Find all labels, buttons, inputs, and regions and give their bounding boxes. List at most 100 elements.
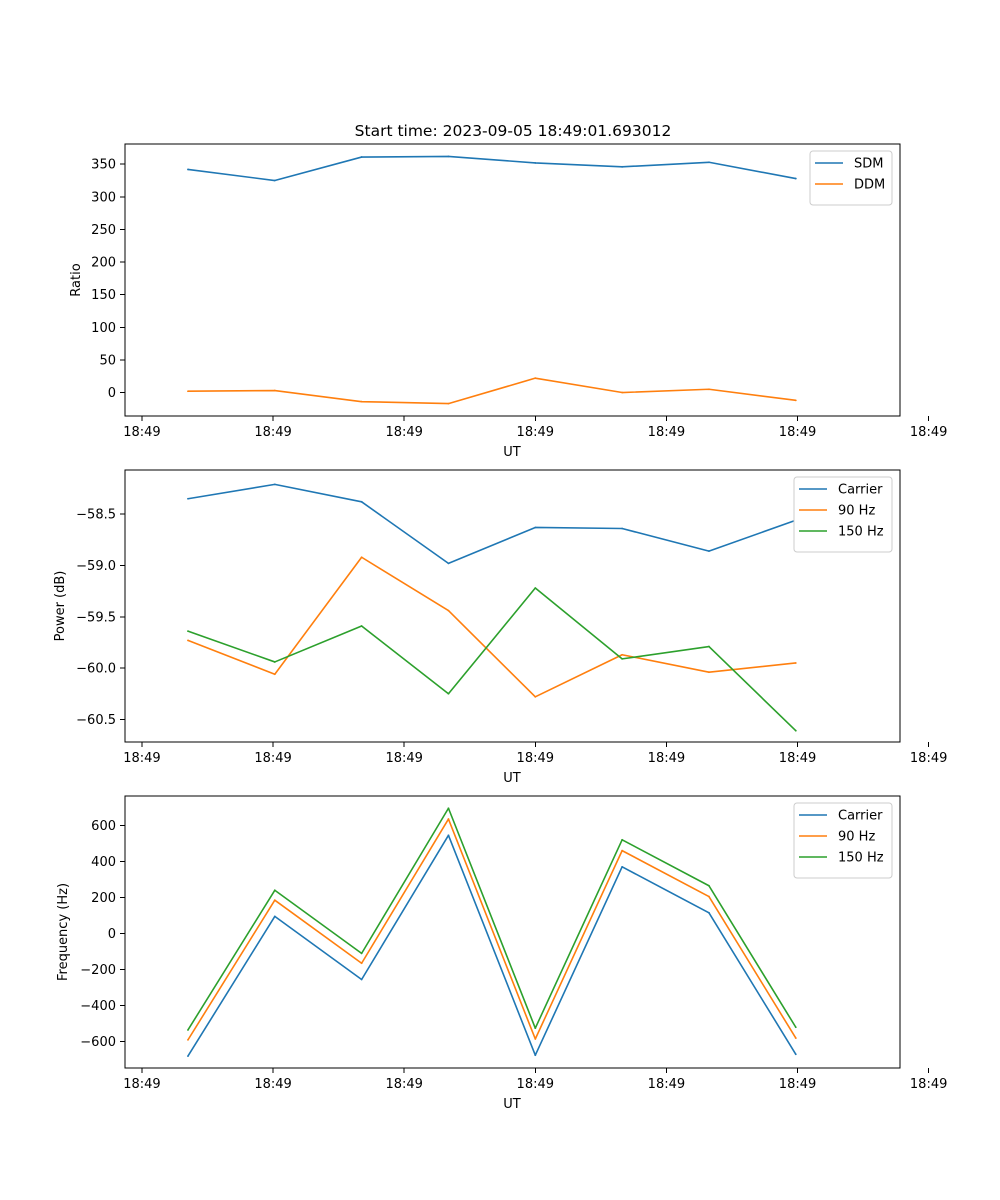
data-point bbox=[360, 500, 363, 503]
series-line-150-hz bbox=[187, 807, 797, 1031]
y-tick-label: 600 bbox=[91, 819, 116, 834]
data-point bbox=[447, 834, 450, 837]
data-point bbox=[187, 390, 189, 393]
data-point bbox=[360, 952, 363, 955]
data-point bbox=[360, 962, 363, 965]
x-tick-label: 18:49 bbox=[254, 1077, 291, 1092]
plot-frame bbox=[124, 469, 901, 743]
data-point bbox=[534, 1027, 537, 1030]
x-tick-label: 18:49 bbox=[123, 751, 160, 766]
legend-label: DDM bbox=[854, 178, 885, 193]
x-tick-label: 18:49 bbox=[910, 1077, 947, 1092]
data-point bbox=[621, 838, 624, 841]
series-line-90-hz bbox=[187, 556, 796, 698]
legend-label: Carrier bbox=[838, 483, 883, 498]
x-tick-label: 18:49 bbox=[779, 1077, 816, 1092]
chart-title: Start time: 2023-09-05 18:49:01.693012 bbox=[355, 122, 672, 140]
x-tick-label: 18:49 bbox=[123, 425, 160, 440]
data-point bbox=[534, 1054, 537, 1057]
data-point bbox=[794, 1053, 797, 1056]
legend bbox=[793, 802, 893, 879]
plot-frame bbox=[124, 143, 901, 417]
data-point bbox=[794, 662, 797, 664]
y-tick-label: 200 bbox=[91, 891, 116, 906]
data-point bbox=[447, 692, 450, 695]
y-tick-label: 350 bbox=[91, 158, 116, 173]
data-point bbox=[621, 653, 624, 656]
series-line-90-hz bbox=[187, 818, 797, 1041]
data-point bbox=[273, 389, 276, 392]
data-point bbox=[708, 671, 710, 674]
x-axis-label: UT bbox=[503, 771, 521, 786]
data-point bbox=[708, 911, 710, 914]
data-point bbox=[621, 165, 624, 168]
y-tick-label: −59.0 bbox=[76, 559, 116, 574]
data-point bbox=[534, 1038, 537, 1040]
y-tick-label: 400 bbox=[91, 855, 116, 870]
data-point bbox=[708, 388, 710, 391]
data-point bbox=[360, 625, 363, 627]
data-point bbox=[534, 587, 537, 589]
y-tick-label: 200 bbox=[91, 256, 116, 271]
x-tick-label: 18:49 bbox=[517, 1077, 554, 1092]
data-point bbox=[794, 399, 797, 402]
legend-label: 150 Hz bbox=[838, 851, 884, 866]
data-point bbox=[794, 1037, 797, 1039]
y-tick-label: 50 bbox=[99, 353, 116, 368]
data-point bbox=[360, 400, 363, 403]
legend bbox=[793, 476, 893, 553]
data-point bbox=[187, 497, 189, 500]
data-point bbox=[621, 865, 624, 868]
data-point bbox=[534, 377, 537, 380]
y-tick-label: −60.5 bbox=[76, 713, 116, 728]
data-point bbox=[447, 609, 450, 612]
x-tick-label: 18:49 bbox=[779, 751, 816, 766]
y-tick-label: −600 bbox=[80, 1035, 116, 1050]
x-tick-label: 18:49 bbox=[123, 1077, 160, 1092]
x-tick-label: 18:49 bbox=[517, 425, 554, 440]
y-axis-label: Ratio bbox=[69, 263, 84, 296]
legend-label: SDM bbox=[854, 157, 883, 172]
power-panel: Power (dB) UT −60.5 −60.0 −59.5 −59.0 −58.5 1… bbox=[53, 469, 947, 786]
y-tick-label: 100 bbox=[91, 321, 116, 336]
data-point bbox=[273, 661, 276, 663]
x-tick-label: 18:49 bbox=[254, 751, 291, 766]
data-point bbox=[447, 818, 450, 820]
x-tick-label: 18:49 bbox=[517, 751, 554, 766]
data-point bbox=[708, 895, 710, 898]
x-tick-label: 18:49 bbox=[910, 751, 947, 766]
y-tick-label: −58.5 bbox=[76, 508, 116, 523]
plot-frame bbox=[124, 795, 901, 1069]
y-tick-label: 150 bbox=[91, 288, 116, 303]
data-point bbox=[794, 1026, 797, 1029]
data-point bbox=[273, 915, 276, 918]
legend-label: 150 Hz bbox=[838, 525, 884, 540]
legend bbox=[809, 150, 893, 206]
data-point bbox=[273, 483, 276, 486]
legend-label: Carrier bbox=[838, 809, 883, 824]
data-point bbox=[187, 1038, 189, 1041]
x-tick-label: 18:49 bbox=[648, 425, 685, 440]
series-line-ddm bbox=[187, 377, 796, 405]
data-point bbox=[708, 161, 710, 164]
x-tick-label: 18:49 bbox=[385, 751, 422, 766]
data-point bbox=[187, 1029, 189, 1031]
x-tick-label: 18:49 bbox=[385, 425, 422, 440]
data-point bbox=[794, 729, 797, 732]
y-axis-label: Power (dB) bbox=[53, 571, 68, 642]
x-tick-label: 18:49 bbox=[254, 425, 291, 440]
data-point bbox=[447, 807, 450, 810]
data-point bbox=[187, 630, 189, 633]
data-point bbox=[273, 889, 276, 892]
x-axis-label: UT bbox=[503, 445, 521, 460]
y-tick-label: −60.0 bbox=[76, 662, 116, 677]
data-point bbox=[794, 177, 797, 180]
frequency-panel: Frequency (Hz) UT −600 −400 −200 0 200 400 600… bbox=[56, 795, 947, 1112]
data-point bbox=[447, 562, 450, 565]
data-point bbox=[360, 156, 363, 158]
y-tick-label: 250 bbox=[91, 223, 116, 238]
x-axis-label: UT bbox=[503, 1097, 521, 1112]
ratio-panel: Start time: 2023-09-05 18:49:01.693012 R… bbox=[69, 122, 947, 460]
series-line-carrier bbox=[187, 834, 797, 1057]
